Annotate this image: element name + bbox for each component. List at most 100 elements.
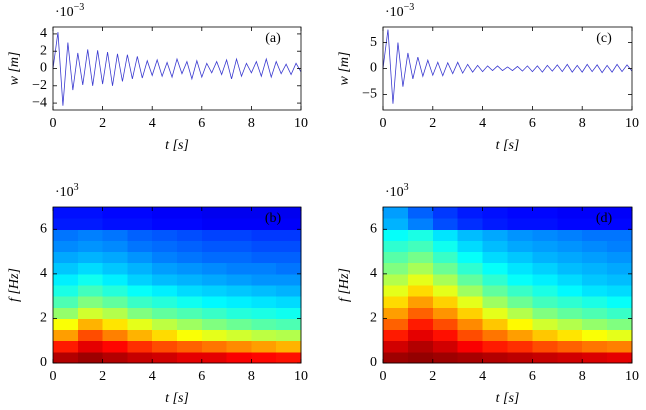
heatmap-cell: [152, 318, 178, 331]
heatmap-cell: [532, 251, 558, 264]
heatmap-cell: [276, 207, 302, 219]
heatmap-cell: [177, 285, 203, 297]
heatmap-cell: [532, 273, 558, 286]
heatmap-cell: [226, 251, 252, 264]
heatmap-cell: [251, 307, 277, 319]
heatmap-cell: [152, 307, 178, 319]
heatmap-cell: [226, 340, 252, 353]
heatmap-cell: [102, 351, 128, 364]
x-tick-label: 0: [380, 369, 387, 384]
heatmap-cell: [457, 296, 484, 308]
heatmap-cell: [276, 318, 302, 331]
heatmap-cell: [276, 229, 302, 241]
x-axis-label: t [s]: [496, 138, 520, 153]
scale-base: ·10: [385, 5, 404, 20]
heatmap-cell: [507, 329, 533, 342]
heatmap-cell: [77, 329, 104, 342]
heatmap-cell: [77, 262, 104, 275]
heatmap-cell: [53, 207, 79, 219]
heatmap-cell: [102, 207, 128, 219]
heatmap-cell: [102, 329, 128, 342]
heatmap-cell: [276, 218, 302, 230]
heatmap-cell: [432, 285, 459, 297]
heatmap-cell: [276, 329, 302, 342]
heatmap-cell: [407, 329, 434, 342]
x-tick-label: 2: [99, 116, 106, 131]
heatmap-cell: [407, 218, 434, 230]
heatmap-cell: [432, 296, 459, 308]
heatmap-cell: [482, 351, 508, 364]
heatmap-cell: [201, 296, 228, 308]
x-tick-label: 0: [380, 116, 387, 131]
heatmap-cell: [152, 285, 178, 297]
heatmap-cell: [152, 262, 178, 275]
heatmap-cell: [507, 262, 533, 275]
panel-label: (a): [265, 31, 281, 46]
heatmap-cell: [457, 262, 484, 275]
scale-exponent: 3: [404, 182, 409, 193]
heatmap-cell: [77, 307, 104, 319]
heatmap-cell: [607, 318, 633, 331]
heatmap-cell: [432, 262, 459, 275]
heatmap-cell: [457, 207, 484, 219]
x-axis-label: t [s]: [165, 138, 189, 153]
heatmap-cell: [251, 240, 277, 253]
heatmap-cell: [557, 218, 583, 230]
heatmap-cell: [607, 307, 633, 319]
heatmap-cell: [407, 307, 434, 319]
heatmap-cell: [457, 285, 484, 297]
heatmap-cell: [152, 340, 178, 353]
heatmap-cell: [127, 285, 153, 297]
heatmap-cell: [582, 262, 608, 275]
heatmap-cell: [201, 229, 228, 241]
x-tick-label: 2: [429, 116, 436, 131]
heatmap-cell: [201, 307, 228, 319]
heatmap-cell: [102, 340, 128, 353]
x-tick-label: 10: [294, 369, 308, 384]
heatmap-cell: [77, 296, 104, 308]
heatmap-cell: [53, 262, 79, 275]
panel-label-box: [590, 30, 618, 48]
heatmap-cell: [201, 351, 228, 364]
heatmap-cell: [53, 329, 79, 342]
x-tick-label: 2: [429, 369, 436, 384]
heatmap-cell: [557, 240, 583, 253]
signal-line: [52, 32, 302, 106]
heatmap-cell: [557, 318, 583, 331]
heatmap-cell: [582, 285, 608, 297]
heatmap-cell: [201, 329, 228, 342]
heatmap-cell: [432, 273, 459, 286]
heatmap-cell: [127, 229, 153, 241]
heatmap-cell: [482, 340, 508, 353]
heatmap-cell: [383, 285, 409, 297]
panel: 0 2 4 6 8 10 0 2 4 6 t [s] f [Hz] ·103 (b): [7, 182, 308, 406]
x-tick-label: 6: [529, 116, 536, 131]
heatmap-cell: [582, 207, 608, 219]
x-tick-label: 8: [579, 116, 586, 131]
heatmap-cell: [152, 329, 178, 342]
heatmap-cell: [582, 229, 608, 241]
heatmap-cell: [53, 240, 79, 253]
heatmap-cell: [77, 351, 104, 364]
heatmap-cell: [226, 307, 252, 319]
heatmap-cell: [507, 285, 533, 297]
heatmap-cell: [532, 296, 558, 308]
x-tick-label: 4: [479, 369, 486, 384]
heatmap-cell: [607, 273, 633, 286]
y-tick-label: 5: [370, 35, 377, 50]
heatmap-cell: [432, 307, 459, 319]
heatmap-cell: [226, 240, 252, 253]
heatmap-cell: [276, 351, 302, 364]
heatmap-cell: [532, 307, 558, 319]
heatmap-cell: [251, 318, 277, 331]
heatmap-cell: [532, 240, 558, 253]
x-axis-label: t [s]: [496, 391, 520, 406]
heatmap-cell: [432, 229, 459, 241]
heatmap-cell: [251, 273, 277, 286]
heatmap-cell: [177, 307, 203, 319]
heatmap-cell: [177, 318, 203, 331]
heatmap-cell: [152, 351, 178, 364]
heatmap-cell: [607, 340, 633, 353]
heatmap-cell: [226, 329, 252, 342]
